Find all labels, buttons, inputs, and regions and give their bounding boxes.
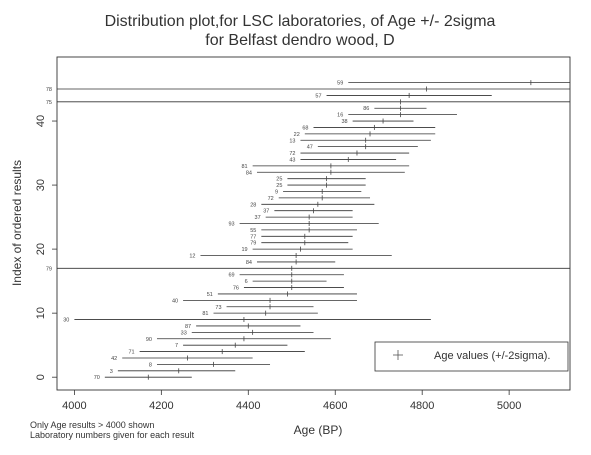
- lab-label-55: 55: [250, 228, 256, 234]
- lab-label-22: 22: [294, 132, 300, 138]
- lab-label-8: 8: [149, 362, 152, 368]
- lab-label-70: 70: [94, 375, 100, 381]
- lab-label-13: 13: [289, 138, 295, 144]
- lab-label-43: 43: [289, 157, 295, 163]
- legend: Age values (+/-2sigma).: [374, 341, 569, 372]
- lab-label-3: 3: [110, 369, 113, 375]
- y-axis: 0 10 20 30 40: [35, 115, 57, 380]
- lab-label-38: 38: [342, 119, 348, 125]
- lab-label-72: 72: [289, 151, 295, 157]
- lab-label-42: 42: [111, 356, 117, 362]
- lab-label-37: 37: [263, 209, 269, 215]
- lab-label-75: 75: [46, 100, 52, 106]
- lab-label-40: 40: [172, 298, 178, 304]
- lab-label-25: 25: [276, 177, 282, 183]
- y-tick-label-0: 0: [35, 374, 47, 380]
- chart-title-line-1: Distribution plot,for LSC laboratories, …: [105, 13, 496, 30]
- lab-label-81: 81: [202, 311, 208, 317]
- lab-label-59: 59: [337, 81, 343, 87]
- lab-label-57: 57: [315, 93, 321, 99]
- lab-label-78: 78: [46, 87, 52, 93]
- lab-label-16: 16: [337, 113, 343, 119]
- lab-label-93: 93: [228, 222, 234, 228]
- y-tick-label-20: 20: [35, 243, 47, 255]
- lab-label-9: 9: [275, 189, 278, 195]
- lab-label-72: 72: [268, 196, 274, 202]
- lab-label-84: 84: [246, 170, 252, 176]
- lab-label-84: 84: [246, 260, 252, 266]
- lab-label-6: 6: [245, 279, 248, 285]
- note-age-filter: Only Age results > 4000 shown: [30, 420, 154, 430]
- lab-label-33: 33: [181, 330, 187, 336]
- legend-box: [374, 341, 569, 372]
- lab-label-77: 77: [250, 234, 256, 240]
- y-tick-label-30: 30: [35, 179, 47, 191]
- lab-label-69: 69: [228, 273, 234, 279]
- y-tick-label-40: 40: [35, 115, 47, 127]
- lab-label-87: 87: [185, 324, 191, 330]
- x-tick-label-4000: 4000: [62, 400, 86, 412]
- lab-label-37: 37: [255, 215, 261, 221]
- lab-label-30: 30: [63, 318, 69, 324]
- lab-label-79: 79: [250, 241, 256, 247]
- lab-label-19: 19: [242, 247, 248, 253]
- x-tick-label-5000: 5000: [497, 400, 521, 412]
- x-tick-label-4800: 4800: [410, 400, 434, 412]
- lab-label-51: 51: [207, 292, 213, 298]
- plot-frame: [56, 56, 571, 391]
- chart-title-line-2: for Belfast dendro wood, D: [205, 32, 394, 49]
- x-axis: 4000 4200 4400 4600 4800 5000: [62, 390, 521, 412]
- y-axis-label: Index of ordered results: [10, 160, 24, 286]
- lab-label-76: 76: [233, 286, 239, 292]
- lab-label-28: 28: [250, 202, 256, 208]
- lab-label-71: 71: [128, 350, 134, 356]
- lab-label-12: 12: [189, 254, 195, 260]
- lab-label-7: 7: [175, 343, 178, 349]
- legend-label: Age values (+/-2sigma).: [434, 350, 550, 362]
- lab-label-47: 47: [307, 145, 313, 151]
- lab-label-79: 79: [46, 266, 52, 272]
- y-tick-label-10: 10: [35, 307, 47, 319]
- x-tick-label-4200: 4200: [149, 400, 173, 412]
- lab-label-81: 81: [242, 164, 248, 170]
- lab-label-25: 25: [276, 183, 282, 189]
- x-tick-label-4400: 4400: [236, 400, 260, 412]
- data-marks: 7038427179033873081734051766697984121979…: [46, 80, 570, 381]
- note-lab-numbers: Laboratory numbers given for each result: [30, 430, 195, 440]
- x-tick-label-4600: 4600: [323, 400, 347, 412]
- lab-label-86: 86: [363, 106, 369, 112]
- x-axis-label: Age (BP): [294, 423, 343, 437]
- lab-label-68: 68: [302, 125, 308, 131]
- lab-label-90: 90: [146, 337, 152, 343]
- lab-label-73: 73: [215, 305, 221, 311]
